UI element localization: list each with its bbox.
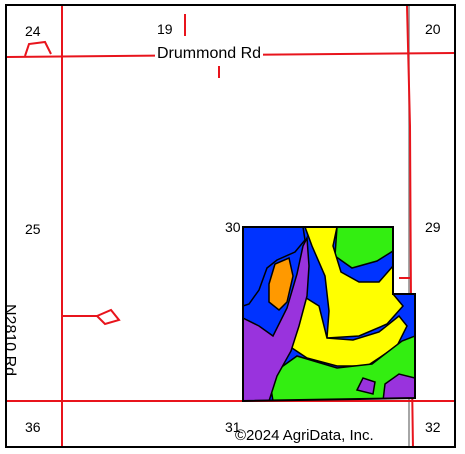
field-boundary xyxy=(242,226,416,403)
field xyxy=(242,226,416,403)
section-36-label: 36 xyxy=(25,419,41,435)
section-25-label: 25 xyxy=(25,221,41,237)
map-canvas xyxy=(7,6,454,446)
soil-purple-blob xyxy=(355,377,376,395)
section-29-label: 29 xyxy=(425,219,441,235)
section-31-label: 31 xyxy=(225,419,241,435)
soil-yellow-lower xyxy=(288,294,408,367)
n2810-rd-label: N2810 Rd xyxy=(7,302,18,379)
soil-purple-west xyxy=(243,235,310,401)
drummond-rd-label: Drummond Rd xyxy=(155,45,264,62)
road-stub-25 xyxy=(62,308,121,326)
soil-orange xyxy=(268,256,294,312)
section-30-label: 30 xyxy=(225,219,241,235)
soil-blue-nw xyxy=(243,227,306,308)
section-32-label: 32 xyxy=(425,419,441,435)
road-stub-24 xyxy=(24,40,52,57)
section-24-label: 24 xyxy=(25,23,41,39)
soil-yellow-main xyxy=(303,227,404,339)
map-frame: 24 19 20 25 30 29 36 31 32 Drummond Rd N… xyxy=(5,4,456,448)
section-19-label: 19 xyxy=(157,21,173,37)
copyright-notice: ©2024 AgriData, Inc. xyxy=(235,427,374,444)
section-20-label: 20 xyxy=(425,21,441,37)
